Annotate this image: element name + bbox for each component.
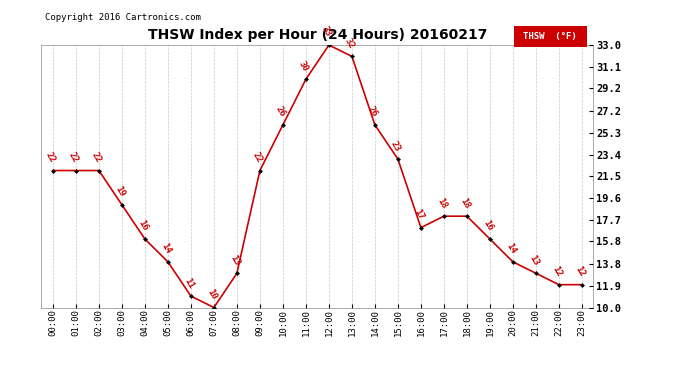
Text: 10: 10 xyxy=(205,287,218,301)
Text: 23: 23 xyxy=(389,139,402,153)
Text: THSW  (°F): THSW (°F) xyxy=(524,32,577,41)
Text: 32: 32 xyxy=(343,36,356,50)
Text: 22: 22 xyxy=(251,150,264,164)
Text: 30: 30 xyxy=(297,59,310,73)
Text: 18: 18 xyxy=(435,196,448,210)
Text: 11: 11 xyxy=(182,276,195,290)
Text: 14: 14 xyxy=(159,242,172,256)
Text: 22: 22 xyxy=(90,150,104,164)
Text: 18: 18 xyxy=(458,196,471,210)
Text: 22: 22 xyxy=(67,150,80,164)
Text: 26: 26 xyxy=(274,105,287,118)
Text: Copyright 2016 Cartronics.com: Copyright 2016 Cartronics.com xyxy=(45,13,201,22)
Text: 12: 12 xyxy=(550,265,563,278)
Text: 16: 16 xyxy=(481,219,494,233)
Text: 22: 22 xyxy=(44,150,57,164)
Text: 12: 12 xyxy=(573,265,586,278)
Title: THSW Index per Hour (24 Hours) 20160217: THSW Index per Hour (24 Hours) 20160217 xyxy=(148,28,487,42)
Text: 16: 16 xyxy=(136,219,149,233)
Text: 13: 13 xyxy=(527,253,540,267)
Text: 19: 19 xyxy=(113,185,126,198)
Text: 33: 33 xyxy=(320,25,333,39)
Text: 13: 13 xyxy=(228,253,242,267)
Text: 17: 17 xyxy=(412,207,425,221)
Text: 14: 14 xyxy=(504,242,518,256)
Text: 26: 26 xyxy=(366,105,380,118)
